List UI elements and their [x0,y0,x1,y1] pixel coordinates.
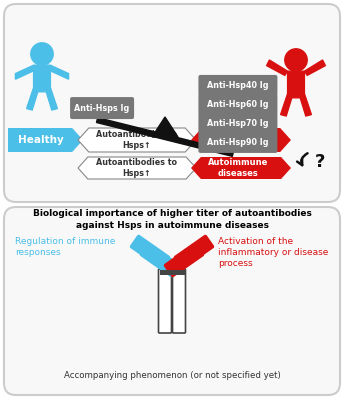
Text: Anti-Hsps Ig: Anti-Hsps Ig [74,104,130,112]
FancyBboxPatch shape [198,132,277,153]
FancyBboxPatch shape [140,243,180,277]
Circle shape [285,49,307,71]
Polygon shape [191,157,291,179]
Text: ?: ? [315,153,325,171]
Polygon shape [152,117,178,137]
Text: Autoimmune
diseases: Autoimmune diseases [208,158,268,178]
FancyBboxPatch shape [4,207,340,395]
Polygon shape [281,71,311,116]
Circle shape [31,43,53,65]
Polygon shape [78,128,196,152]
FancyBboxPatch shape [198,75,277,96]
FancyBboxPatch shape [164,243,204,277]
FancyBboxPatch shape [70,97,134,119]
Text: Regulation of immune
responses: Regulation of immune responses [15,237,115,257]
Text: Activation of the
inflammatory or disease
process: Activation of the inflammatory or diseas… [218,237,329,268]
Polygon shape [8,128,83,152]
Text: Autoantibodies to
Hsps↑: Autoantibodies to Hsps↑ [97,130,178,150]
FancyBboxPatch shape [198,113,277,134]
Text: Anti-Hsp90 Ig: Anti-Hsp90 Ig [207,138,269,147]
Text: Anti-Hsp60 Ig: Anti-Hsp60 Ig [207,100,269,109]
FancyBboxPatch shape [174,235,214,269]
FancyBboxPatch shape [172,269,185,333]
Text: Biological importance of higher titer of autoantibodies
against Hsps in autoimmu: Biological importance of higher titer of… [33,209,311,230]
FancyBboxPatch shape [198,94,277,115]
Polygon shape [96,118,234,156]
Polygon shape [267,60,288,75]
Polygon shape [51,65,68,79]
Polygon shape [78,157,196,179]
Text: Anti-Hsp70 Ig: Anti-Hsp70 Ig [207,119,269,128]
FancyBboxPatch shape [130,235,170,269]
FancyBboxPatch shape [4,4,340,202]
Polygon shape [304,60,325,75]
Polygon shape [26,65,57,110]
Text: Accompanying phenomenon (or not specified yet): Accompanying phenomenon (or not specifie… [64,371,280,380]
Bar [160,270,184,275]
Polygon shape [191,128,291,152]
Text: Autoantibodies to
Hsps↑: Autoantibodies to Hsps↑ [97,158,178,178]
Text: Healthy: Healthy [18,135,63,145]
Text: Anti-Hsp40 Ig: Anti-Hsp40 Ig [207,81,269,90]
Polygon shape [15,65,34,79]
FancyBboxPatch shape [159,269,172,333]
Text: Autoimmune
diseases: Autoimmune diseases [208,130,268,150]
